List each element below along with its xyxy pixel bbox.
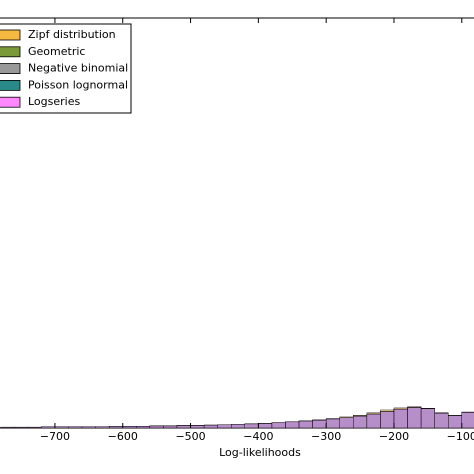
histogram-bar: [312, 420, 327, 429]
legend-swatch: [0, 29, 21, 41]
x-tick-label: −700: [40, 430, 70, 443]
legend-swatch: [0, 63, 21, 74]
x-tick-label: −300: [311, 430, 341, 443]
histogram-bar: [298, 420, 313, 429]
x-axis-label: Log-likelihoods: [219, 446, 301, 459]
histogram-bar: [244, 423, 259, 429]
x-tick-label: −200: [379, 430, 409, 443]
histogram-bar: [448, 415, 462, 429]
histogram-bar: [258, 423, 273, 429]
histogram-bar: [190, 425, 205, 429]
histogram-bar: [122, 426, 137, 429]
x-tick-label: −100: [447, 430, 474, 443]
legend-swatch: [0, 96, 21, 108]
x-tick-label: −400: [243, 430, 273, 443]
histogram-bar: [285, 421, 300, 429]
x-tick-label: −600: [108, 430, 138, 443]
histogram-bar: [108, 426, 123, 429]
histogram-bar: [231, 424, 245, 429]
histogram-bar: [380, 411, 395, 429]
histogram-bar: [136, 426, 151, 429]
histogram-bar: [366, 413, 381, 429]
histogram-bar: [41, 426, 56, 429]
histogram-bar: [68, 426, 83, 429]
histogram-bar: [407, 407, 422, 429]
histogram-bar: [27, 426, 42, 429]
histogram-bar: [81, 426, 96, 429]
histogram-bar: [271, 422, 286, 429]
histogram-bar: [54, 426, 69, 429]
legend-label: Logseries: [28, 95, 80, 108]
histogram-bar: [393, 408, 408, 429]
histogram-bar: [420, 408, 435, 429]
histogram-bar: [325, 418, 340, 429]
x-tick-label: −500: [175, 430, 205, 443]
legend-label: Zipf distribution: [28, 28, 116, 41]
legend-box: [0, 23, 132, 114]
histogram-bar: [14, 426, 29, 429]
histogram-bar: [176, 425, 191, 429]
histogram-bar: [149, 425, 164, 429]
legend-label: Poisson lognormal: [28, 78, 128, 91]
histogram-bar: [0, 426, 15, 429]
legend: Zipf distribution Geometric Negative binom…: [0, 23, 132, 114]
legend-swatch: [0, 80, 21, 91]
legend-swatch: [0, 46, 21, 58]
legend-label: Negative binomial: [28, 62, 128, 75]
histogram-bar: [217, 424, 232, 429]
legend-label: Geometric: [28, 45, 85, 58]
histogram-bar: [95, 426, 110, 429]
histogram-bar: [353, 415, 368, 429]
histogram-bar: [339, 417, 354, 429]
histogram-bar: [203, 424, 218, 429]
histogram-bar: [434, 413, 449, 429]
histogram-bar: [163, 425, 178, 429]
histogram-bar: [461, 412, 474, 429]
